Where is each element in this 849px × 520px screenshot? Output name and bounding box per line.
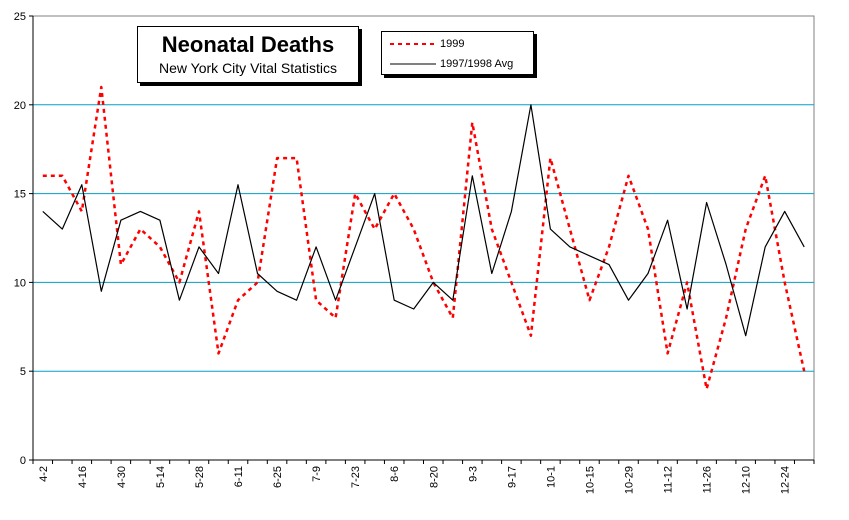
x-tick-label: 5-28 xyxy=(194,466,206,488)
x-tick-label: 8-20 xyxy=(428,466,440,488)
y-tick-label: 20 xyxy=(14,100,26,112)
x-tick-label: 9-3 xyxy=(467,466,479,482)
x-tick-label: 10-1 xyxy=(545,466,557,488)
plot-area xyxy=(32,15,815,461)
x-tick-label: 6-11 xyxy=(233,466,245,487)
x-tick-label: 12-24 xyxy=(780,466,792,494)
x-tick-label: 4-30 xyxy=(116,466,128,488)
x-tick-label: 4-2 xyxy=(38,466,50,482)
x-tick-label: 12-10 xyxy=(741,466,753,494)
chart-title-box: Neonatal Deaths New York City Vital Stat… xyxy=(137,26,359,83)
x-tick-label: 8-6 xyxy=(389,466,401,482)
x-tick-label: 5-14 xyxy=(155,466,167,488)
x-tick-label: 7-23 xyxy=(350,466,362,488)
chart-title: Neonatal Deaths xyxy=(161,32,335,57)
x-tick-label: 10-15 xyxy=(584,466,596,494)
y-tick-label: 10 xyxy=(14,277,26,289)
chart-subtitle: New York City Vital Statistics xyxy=(159,60,337,76)
x-tick-label: 7-9 xyxy=(311,466,323,482)
legend-label-avg: 1997/1998 Avg xyxy=(440,58,514,70)
legend: 1999 1997/1998 Avg xyxy=(381,31,534,75)
x-tick-label: 9-17 xyxy=(506,466,518,488)
x-tick-label: 10-29 xyxy=(624,466,636,494)
series-line-1999 xyxy=(42,85,806,391)
y-tick-label: 5 xyxy=(20,366,26,378)
x-tick-label: 6-25 xyxy=(272,466,284,488)
y-tick-label: 0 xyxy=(20,455,26,467)
x-tick-label: 11-26 xyxy=(702,466,714,493)
y-tick-label: 25 xyxy=(14,11,26,23)
x-tick-label: 4-16 xyxy=(77,466,89,488)
y-tick-label: 15 xyxy=(14,189,26,201)
legend-label-1999: 1999 xyxy=(440,38,465,50)
series-line-1997-1998-avg xyxy=(42,104,805,337)
x-tick-label: 11-12 xyxy=(663,466,675,493)
